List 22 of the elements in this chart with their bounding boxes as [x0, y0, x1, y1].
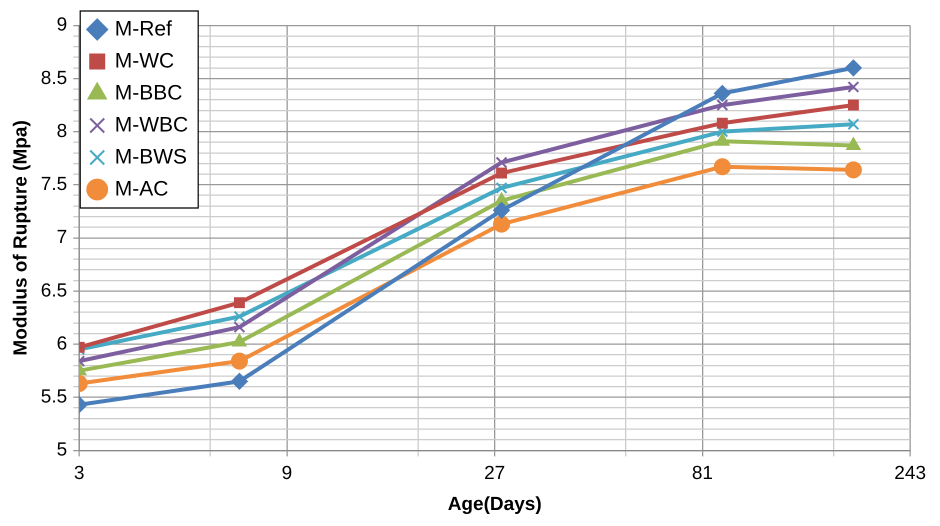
legend-label: M-BWS — [114, 145, 188, 168]
legend-label: M-AC — [114, 177, 168, 200]
x-tick-label: 81 — [692, 463, 713, 484]
y-tick-label: 7 — [56, 227, 68, 248]
y-tick-label: 5.5 — [40, 386, 68, 408]
y-tick-label: 5 — [56, 440, 68, 461]
x-tick-label: 27 — [484, 463, 506, 484]
legend-label: M-Ref — [114, 17, 172, 40]
y-tick-label: 9 — [56, 14, 68, 36]
x-tick-label: 243 — [894, 463, 926, 484]
y-axis-title: Modulus of Rupture (Mpa) — [10, 120, 32, 356]
y-tick-label: 8.5 — [40, 68, 68, 89]
y-tick-label: 6 — [56, 333, 68, 354]
x-axis-title: Age(Days) — [448, 494, 542, 515]
x-tick-label: 9 — [282, 463, 292, 484]
y-tick-label: 6.5 — [40, 280, 68, 302]
legend-label: M-BBC — [114, 81, 182, 104]
legend-label: M-WBC — [114, 113, 188, 136]
y-tick-label: 8 — [56, 120, 68, 142]
legend-label: M-WC — [114, 49, 174, 72]
y-tick-label: 7.5 — [40, 174, 68, 196]
x-tick-label: 3 — [74, 463, 84, 484]
